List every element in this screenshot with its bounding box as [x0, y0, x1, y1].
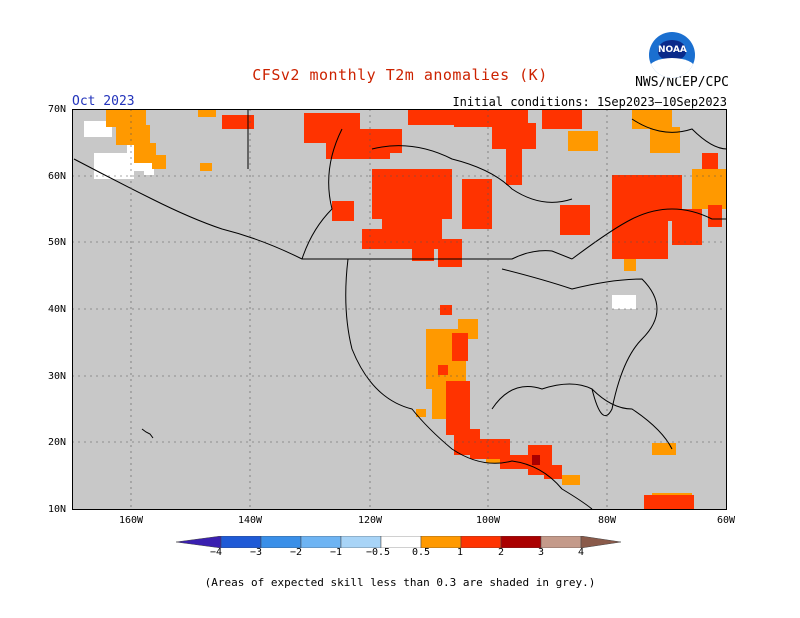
lat-label-20n: 20N [47, 437, 66, 448]
colorbar-label-neg4: −4 [209, 547, 223, 558]
graticule [72, 109, 727, 510]
forecast-month: Oct 2023 [72, 94, 135, 109]
colorbar-label-neg3: −3 [249, 547, 263, 558]
colorbar-label-neg2: −2 [289, 547, 303, 558]
darkred-anomaly-regions [532, 455, 540, 465]
colorbar-label-neg05: −0.5 [365, 547, 391, 558]
colorbar-label-05: 0.5 [411, 547, 431, 558]
map-frame [72, 109, 727, 510]
skill-footnote: (Areas of expected skill less than 0.3 a… [204, 576, 596, 589]
anomaly-map [72, 109, 727, 510]
lat-label-70n: 70N [47, 104, 66, 115]
colorbar [176, 536, 622, 548]
lat-label-60n: 60N [47, 171, 66, 182]
lat-label-10n: 10N [47, 504, 66, 515]
noaa-logo-icon: NOAA [649, 32, 695, 78]
lon-label-120w: 120W [357, 515, 383, 526]
lon-label-140w: 140W [237, 515, 263, 526]
lon-label-160w: 160W [118, 515, 144, 526]
lat-label-50n: 50N [47, 237, 66, 248]
lat-label-30n: 30N [47, 371, 66, 382]
initial-conditions: Initial conditions: 1Sep2023–10Sep2023 [452, 95, 727, 109]
boundary-lines [73, 109, 727, 510]
lon-label-100w: 100W [475, 515, 501, 526]
colorbar-label-3: 3 [537, 547, 545, 558]
lat-label-40n: 40N [47, 304, 66, 315]
colorbar-label-4: 4 [577, 547, 585, 558]
agency-label: NWS/NCEP/CPC [635, 75, 729, 90]
colorbar-label-2: 2 [497, 547, 505, 558]
colorbar-label-neg1: −1 [329, 547, 343, 558]
lon-label-60w: 60W [716, 515, 736, 526]
lon-label-80w: 80W [597, 515, 617, 526]
colorbar-cell [580, 536, 622, 548]
logo-gull [649, 58, 695, 78]
colorbar-label-1: 1 [456, 547, 464, 558]
red-anomaly-regions [222, 109, 722, 509]
logo-text: NOAA [658, 40, 687, 60]
map-title: CFSv2 monthly T2m anomalies (K) [252, 66, 548, 84]
